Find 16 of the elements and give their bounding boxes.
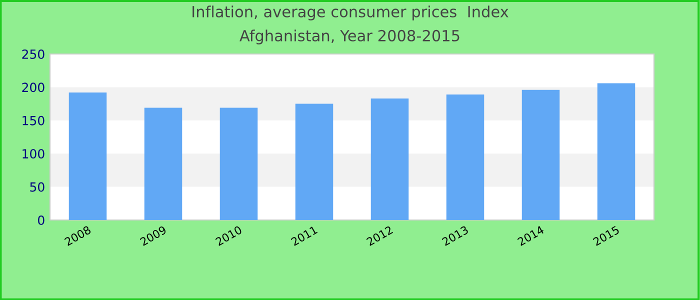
y-tick-label: 0 [38,215,44,225]
bar [446,94,484,220]
y-tick-label: 50 [30,182,44,192]
chart-title: Inflation, average consumer prices Index [192,6,508,20]
bar [295,104,334,220]
bar [220,108,258,220]
chart-subtitle: Afghanistan, Year 2008-2015 [240,30,460,44]
bar [597,83,636,220]
bar [68,92,107,220]
bar [144,108,182,220]
y-tick-label: 250 [22,49,44,59]
bar [370,98,409,220]
y-tick-label: 100 [22,149,44,159]
bar [522,90,560,220]
y-tick-label: 150 [22,116,44,126]
y-tick-label: 200 [22,82,44,92]
